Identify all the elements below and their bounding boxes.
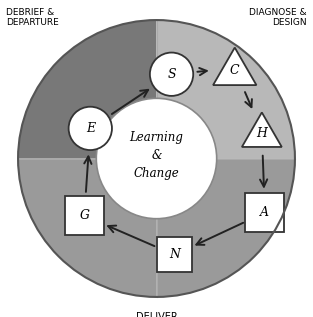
- Wedge shape: [156, 158, 295, 297]
- Wedge shape: [18, 158, 156, 297]
- Circle shape: [150, 53, 193, 96]
- Polygon shape: [213, 48, 256, 85]
- FancyBboxPatch shape: [157, 237, 192, 272]
- FancyBboxPatch shape: [65, 196, 104, 235]
- Text: Learning
&
Change: Learning & Change: [130, 131, 183, 180]
- Wedge shape: [18, 20, 156, 158]
- Text: DEBRIEF &
DEPARTURE: DEBRIEF & DEPARTURE: [6, 8, 59, 27]
- Text: H: H: [256, 126, 267, 140]
- Circle shape: [96, 98, 217, 219]
- Text: A: A: [260, 206, 269, 219]
- Text: C: C: [230, 64, 239, 77]
- Polygon shape: [242, 113, 282, 147]
- Text: E: E: [86, 122, 95, 135]
- FancyBboxPatch shape: [245, 193, 285, 232]
- Text: S: S: [167, 68, 176, 81]
- Circle shape: [69, 107, 112, 150]
- Text: G: G: [79, 209, 89, 222]
- Text: N: N: [169, 248, 180, 261]
- Wedge shape: [156, 20, 295, 158]
- Text: DIAGNOSE &
DESIGN: DIAGNOSE & DESIGN: [249, 8, 307, 27]
- Text: DELIVER: DELIVER: [136, 312, 177, 317]
